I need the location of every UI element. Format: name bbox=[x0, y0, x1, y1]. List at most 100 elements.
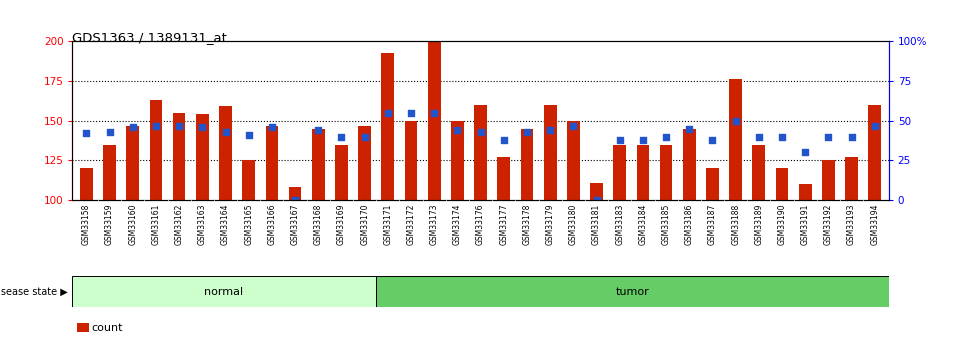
Point bbox=[867, 123, 883, 128]
Bar bbox=[289, 187, 301, 200]
Bar bbox=[127, 126, 139, 200]
Point bbox=[125, 124, 140, 130]
Text: GSM33160: GSM33160 bbox=[128, 204, 137, 245]
Text: GSM33187: GSM33187 bbox=[708, 204, 717, 245]
Bar bbox=[753, 145, 765, 200]
Point bbox=[520, 129, 535, 135]
Point bbox=[844, 134, 860, 139]
Point bbox=[380, 110, 395, 116]
Point bbox=[101, 129, 117, 135]
Bar bbox=[72, 276, 376, 307]
Text: GSM33170: GSM33170 bbox=[360, 204, 369, 245]
Text: count: count bbox=[92, 323, 124, 333]
Text: GSM33166: GSM33166 bbox=[268, 204, 276, 245]
Point bbox=[403, 110, 418, 116]
Text: GSM33178: GSM33178 bbox=[523, 204, 531, 245]
Text: GSM33172: GSM33172 bbox=[407, 204, 415, 245]
Bar bbox=[382, 52, 394, 200]
Point bbox=[728, 118, 744, 124]
Point bbox=[217, 129, 233, 135]
Text: GSM33191: GSM33191 bbox=[801, 204, 810, 245]
Text: GSM33165: GSM33165 bbox=[244, 204, 253, 245]
Point bbox=[194, 124, 210, 130]
Bar bbox=[822, 160, 835, 200]
Bar bbox=[428, 41, 440, 200]
Point bbox=[497, 137, 512, 142]
Point bbox=[798, 150, 813, 155]
Bar bbox=[196, 115, 209, 200]
Point bbox=[543, 128, 558, 133]
Bar bbox=[219, 107, 232, 200]
Bar bbox=[521, 129, 533, 200]
Point bbox=[356, 134, 372, 139]
Bar bbox=[474, 105, 487, 200]
Point bbox=[148, 123, 163, 128]
Point bbox=[589, 197, 605, 203]
Point bbox=[264, 124, 279, 130]
Text: GSM33179: GSM33179 bbox=[546, 204, 554, 245]
Point bbox=[636, 137, 651, 142]
Text: GSM33189: GSM33189 bbox=[754, 204, 763, 245]
Bar bbox=[544, 105, 556, 200]
Bar bbox=[266, 126, 278, 200]
Text: GSM33163: GSM33163 bbox=[198, 204, 207, 245]
Text: disease state ▶: disease state ▶ bbox=[0, 287, 68, 296]
Point bbox=[241, 132, 256, 138]
Bar bbox=[451, 121, 464, 200]
Bar bbox=[173, 113, 185, 200]
Text: GSM33183: GSM33183 bbox=[615, 204, 624, 245]
Point bbox=[171, 123, 186, 128]
Text: GSM33159: GSM33159 bbox=[105, 204, 114, 245]
Text: GSM33184: GSM33184 bbox=[639, 204, 647, 245]
Bar bbox=[242, 160, 255, 200]
Text: GSM33176: GSM33176 bbox=[476, 204, 485, 245]
Bar bbox=[103, 145, 116, 200]
Text: GSM33181: GSM33181 bbox=[592, 204, 601, 245]
Text: GSM33162: GSM33162 bbox=[175, 204, 184, 245]
Text: GSM33192: GSM33192 bbox=[824, 204, 833, 245]
Text: GSM33174: GSM33174 bbox=[453, 204, 462, 245]
Bar bbox=[729, 79, 742, 200]
Bar bbox=[405, 121, 417, 200]
Text: GSM33188: GSM33188 bbox=[731, 204, 740, 245]
Bar bbox=[637, 145, 649, 200]
Point bbox=[566, 123, 582, 128]
Text: GSM33167: GSM33167 bbox=[291, 204, 299, 245]
Point bbox=[78, 131, 94, 136]
Bar bbox=[590, 183, 603, 200]
Bar bbox=[497, 157, 510, 200]
Text: GSM33180: GSM33180 bbox=[569, 204, 578, 245]
Text: GSM33190: GSM33190 bbox=[778, 204, 786, 245]
Text: GSM33158: GSM33158 bbox=[82, 204, 91, 245]
Bar bbox=[150, 100, 162, 200]
Text: GSM33177: GSM33177 bbox=[499, 204, 508, 245]
Bar bbox=[358, 126, 371, 200]
Text: GSM33185: GSM33185 bbox=[662, 204, 670, 245]
Text: GSM33161: GSM33161 bbox=[152, 204, 160, 245]
Bar bbox=[706, 168, 719, 200]
Bar bbox=[613, 145, 626, 200]
Bar bbox=[567, 121, 580, 200]
Text: GSM33186: GSM33186 bbox=[685, 204, 694, 245]
Point bbox=[682, 126, 697, 131]
Point bbox=[775, 134, 790, 139]
Text: GSM33168: GSM33168 bbox=[314, 204, 323, 245]
Text: GSM33173: GSM33173 bbox=[430, 204, 439, 245]
Text: GSM33193: GSM33193 bbox=[847, 204, 856, 245]
Bar bbox=[660, 145, 672, 200]
Bar bbox=[80, 168, 93, 200]
Point bbox=[659, 134, 674, 139]
Bar bbox=[845, 157, 858, 200]
Point bbox=[705, 137, 721, 142]
Text: GSM33164: GSM33164 bbox=[221, 204, 230, 245]
Point bbox=[612, 137, 628, 142]
Text: normal: normal bbox=[205, 287, 243, 296]
Bar bbox=[376, 276, 889, 307]
Text: GSM33194: GSM33194 bbox=[870, 204, 879, 245]
Point bbox=[449, 128, 465, 133]
Point bbox=[310, 128, 326, 133]
Bar bbox=[683, 129, 696, 200]
Bar bbox=[776, 168, 788, 200]
Bar bbox=[335, 145, 348, 200]
Bar bbox=[868, 105, 881, 200]
